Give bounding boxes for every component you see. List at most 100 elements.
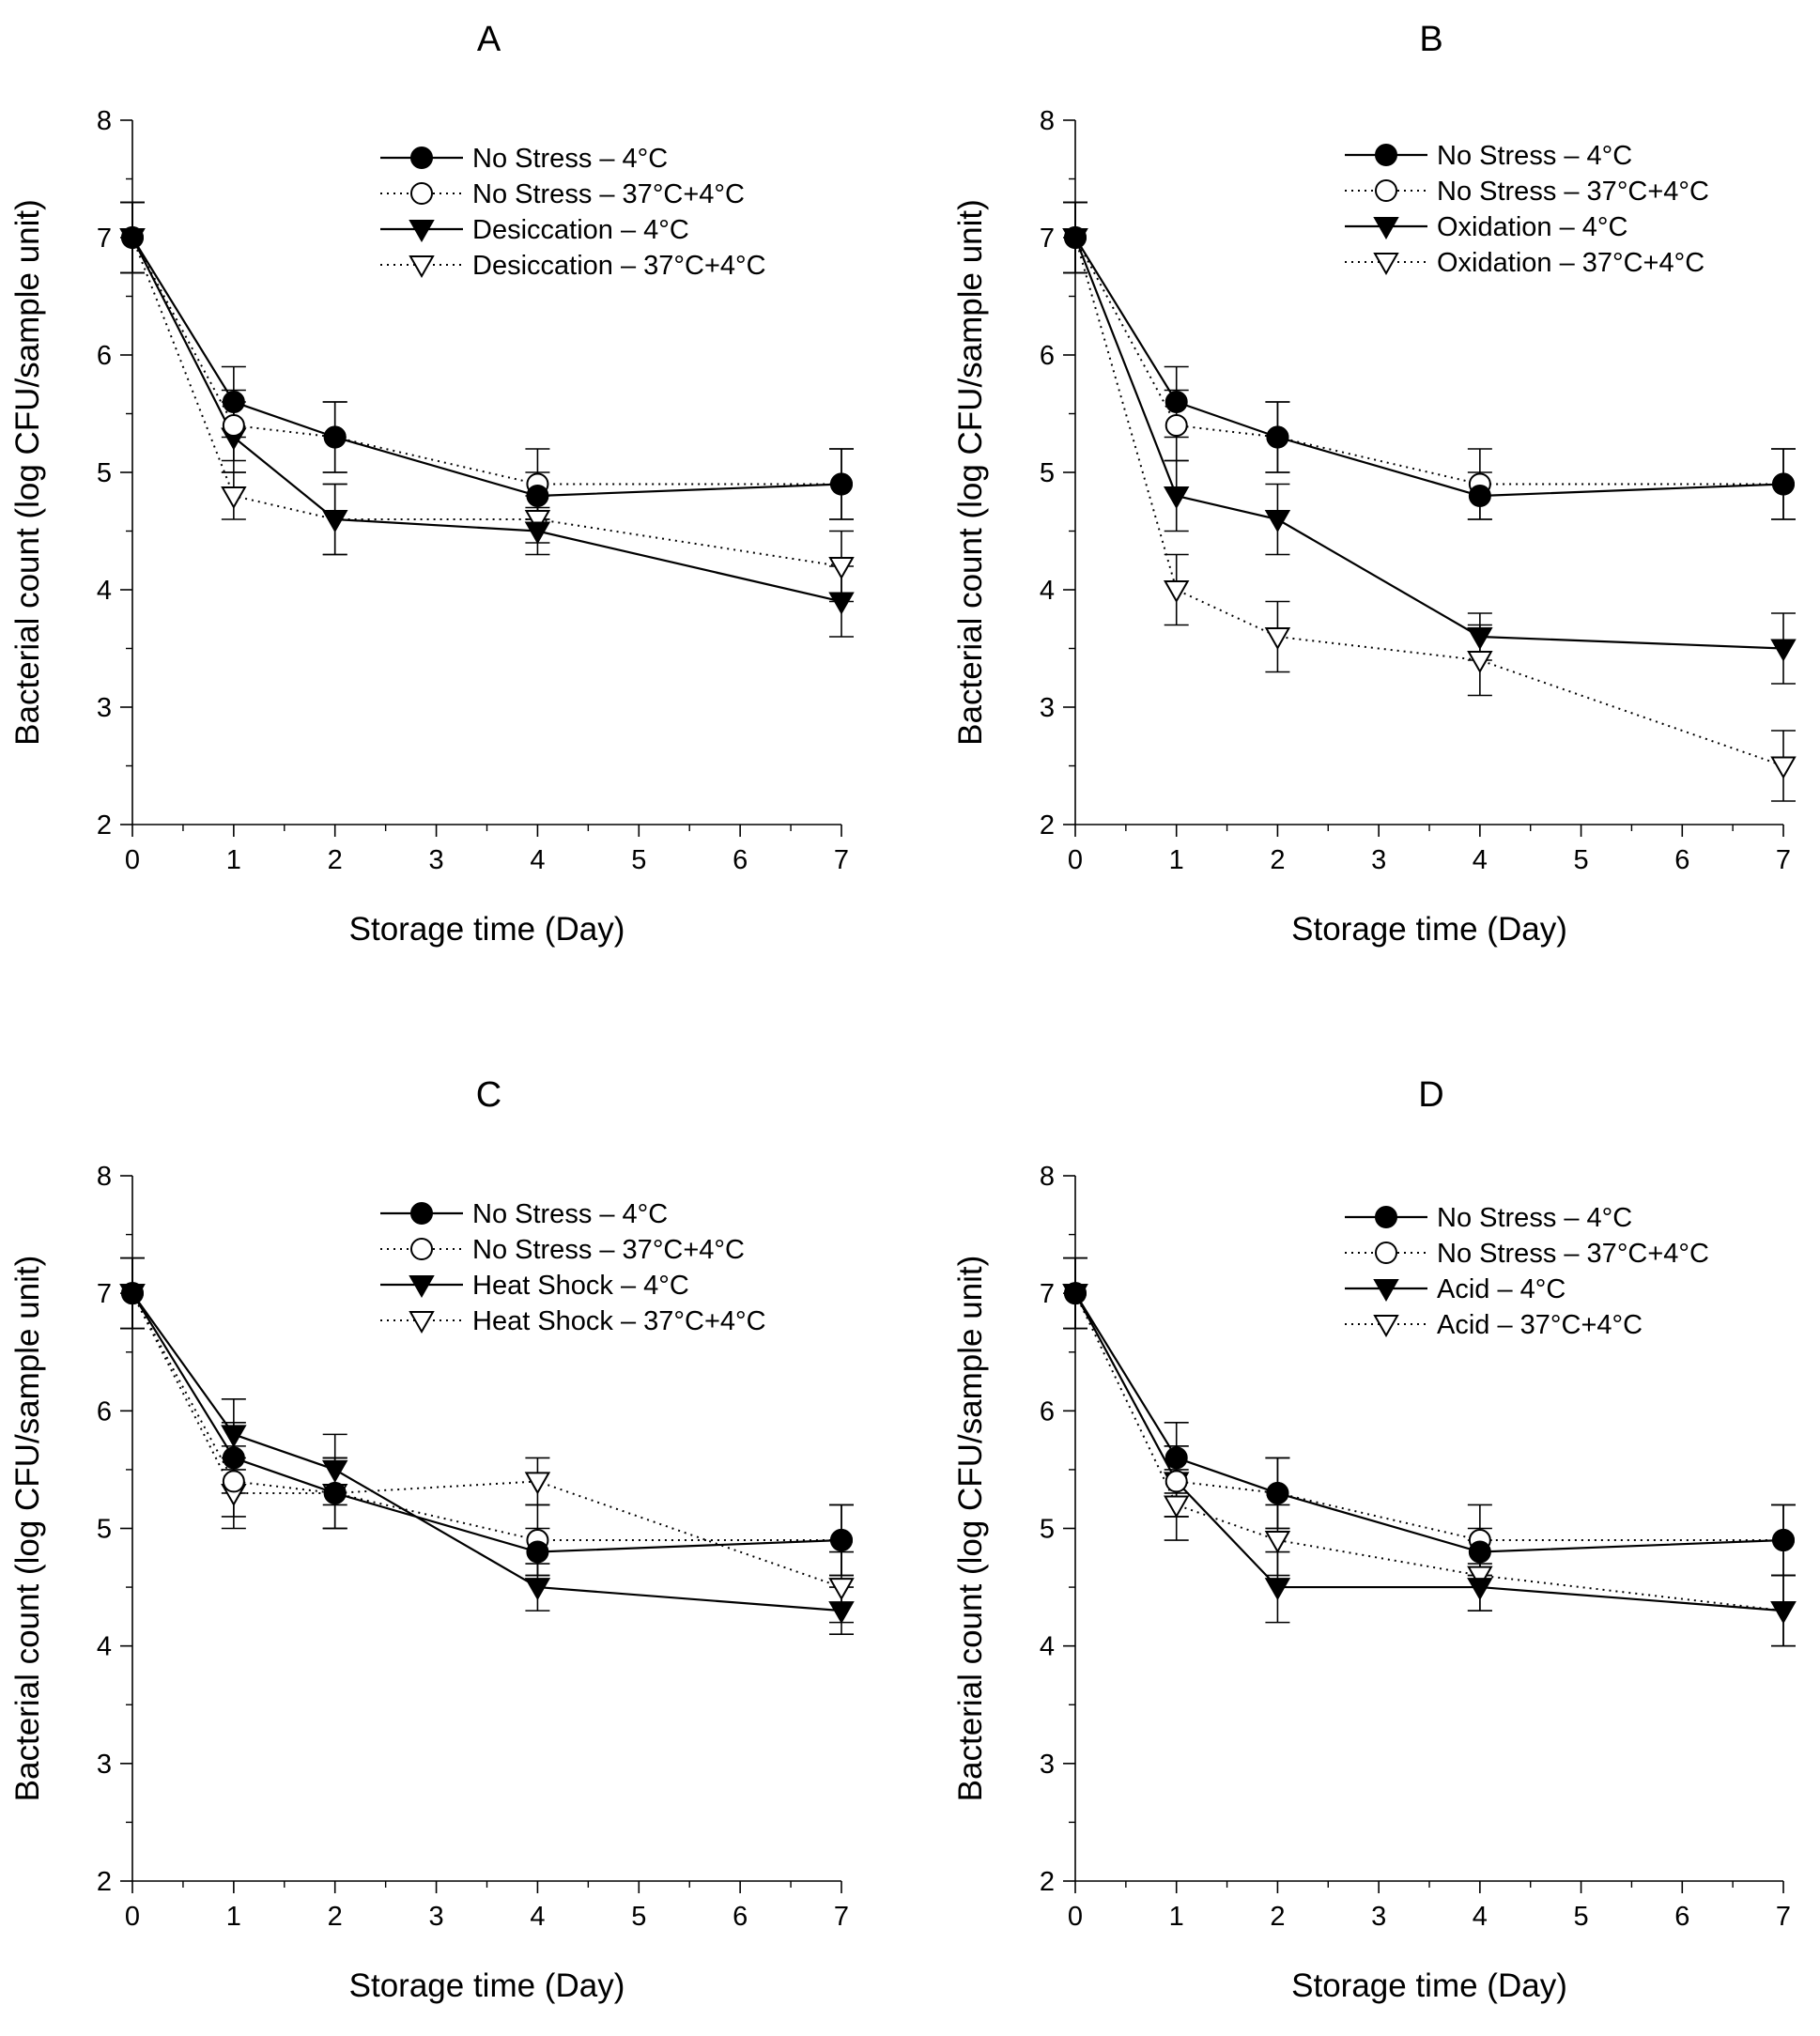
legend-label: Heat Shock – 37°C+4°C xyxy=(472,1306,766,1336)
legend-marker xyxy=(1375,1242,1397,1264)
y-tick-label: 7 xyxy=(97,224,112,254)
data-point xyxy=(1163,580,1190,604)
legend: No Stress – 4°C No Stress – 37°C+4°C Oxida… xyxy=(1345,141,1709,278)
legend-marker xyxy=(1373,217,1399,240)
data-point xyxy=(121,226,144,249)
legend-marker xyxy=(410,147,433,169)
data-point xyxy=(1467,1578,1493,1601)
series-line-1 xyxy=(131,237,841,486)
y-tick-label: 2 xyxy=(1040,810,1055,841)
legend: No Stress – 4°C No Stress – 37°C+4°C Acid … xyxy=(1345,1203,1709,1340)
data-point xyxy=(526,485,549,507)
y-tick-label: 2 xyxy=(97,810,112,841)
chart-panel-d: D 0 1 2 3 4 5 6 7 2 3 4 5 6 7 8 Storage time (Day) Bacter… xyxy=(952,1075,1797,2004)
panel-title: B xyxy=(1419,20,1442,59)
y-tick-label: 4 xyxy=(1040,576,1055,606)
legend-marker xyxy=(1375,179,1397,202)
data-point xyxy=(1770,639,1797,662)
data-point xyxy=(828,1578,855,1601)
legend-marker xyxy=(409,220,435,243)
data-point xyxy=(1064,1282,1087,1305)
data-point xyxy=(323,425,347,449)
data-point xyxy=(222,414,245,437)
x-tick-label: 4 xyxy=(1473,845,1488,875)
panel-title: C xyxy=(476,1075,501,1115)
y-tick-label: 6 xyxy=(1040,341,1055,371)
series-line-3 xyxy=(131,1292,842,1589)
data-point xyxy=(1163,486,1190,510)
legend-marker xyxy=(1373,1315,1399,1338)
legend-label: Desiccation – 37°C+4°C xyxy=(472,251,766,281)
y-tick-label: 5 xyxy=(97,1515,112,1545)
x-tick-label: 1 xyxy=(1169,845,1184,875)
x-axis-label: Storage time (Day) xyxy=(349,1967,625,2004)
x-tick-label: 7 xyxy=(1776,1902,1791,1932)
x-tick-label: 3 xyxy=(429,845,444,875)
x-tick-label: 2 xyxy=(328,845,343,875)
y-tick-label: 6 xyxy=(97,341,112,371)
legend-label: Oxidation – 37°C+4°C xyxy=(1437,248,1704,278)
legend-label: No Stress – 37°C+4°C xyxy=(1437,177,1709,207)
y-tick-label: 8 xyxy=(1040,106,1055,136)
legend-label: No Stress – 37°C+4°C xyxy=(472,1235,745,1265)
y-tick-label: 4 xyxy=(97,1632,112,1662)
legend-marker xyxy=(409,255,435,279)
y-axis-label: Bacterial count (log CFU/sample unit) xyxy=(952,199,989,746)
legend-label: Acid – 37°C+4°C xyxy=(1437,1310,1643,1340)
legend-label: Acid – 4°C xyxy=(1437,1274,1566,1304)
y-tick-label: 3 xyxy=(1040,1750,1055,1780)
data-point xyxy=(222,1446,245,1470)
x-tick-label: 2 xyxy=(328,1902,343,1932)
data-point xyxy=(524,510,551,533)
y-tick-label: 5 xyxy=(97,458,112,488)
x-axis-label: Storage time (Day) xyxy=(1291,911,1567,948)
data-point xyxy=(1164,1446,1188,1470)
y-tick-label: 8 xyxy=(97,106,112,136)
legend-label: Oxidation – 4°C xyxy=(1437,212,1627,242)
data-point xyxy=(1264,1578,1291,1601)
x-tick-label: 2 xyxy=(1270,845,1285,875)
y-tick-label: 8 xyxy=(1040,1162,1055,1192)
x-tick-label: 4 xyxy=(530,845,545,875)
legend: No Stress – 4°C No Stress – 37°C+4°C Desic… xyxy=(380,144,766,281)
legend-label: No Stress – 37°C+4°C xyxy=(1437,1239,1709,1269)
y-tick-label: 6 xyxy=(1040,1396,1055,1427)
data-point xyxy=(1468,485,1491,507)
y-tick-label: 3 xyxy=(97,1750,112,1780)
data-point xyxy=(828,1601,855,1625)
x-tick-label: 6 xyxy=(1674,1902,1689,1932)
data-point xyxy=(321,1459,348,1483)
data-point xyxy=(1266,425,1289,449)
y-tick-label: 6 xyxy=(97,1396,112,1427)
data-point xyxy=(1163,1495,1190,1519)
data-point xyxy=(524,1578,551,1601)
legend-label: No Stress – 37°C+4°C xyxy=(472,179,745,209)
legend-marker xyxy=(410,1238,433,1260)
legend-label: No Stress – 4°C xyxy=(472,1199,668,1229)
data-point xyxy=(1468,1540,1491,1564)
x-tick-label: 5 xyxy=(631,845,646,875)
x-tick-label: 6 xyxy=(733,1902,748,1932)
data-point xyxy=(221,1425,247,1448)
x-tick-label: 7 xyxy=(834,1902,849,1932)
legend-marker xyxy=(1375,144,1397,166)
data-point xyxy=(121,1282,144,1305)
data-point xyxy=(1467,1566,1493,1589)
data-point xyxy=(1467,651,1493,674)
y-tick-label: 7 xyxy=(1040,224,1055,254)
x-tick-label: 5 xyxy=(1574,1902,1589,1932)
data-point xyxy=(1770,756,1797,779)
legend-marker xyxy=(410,1202,433,1225)
legend-label: No Stress – 4°C xyxy=(472,144,668,174)
y-tick-label: 4 xyxy=(97,576,112,606)
x-axis-label: Storage time (Day) xyxy=(1291,1967,1567,2004)
x-tick-label: 1 xyxy=(226,1902,241,1932)
x-tick-label: 4 xyxy=(530,1902,545,1932)
data-point xyxy=(1772,472,1795,496)
legend-label: No Stress – 4°C xyxy=(1437,141,1632,171)
y-tick-label: 4 xyxy=(1040,1632,1055,1662)
data-point xyxy=(1164,1470,1188,1493)
x-tick-label: 4 xyxy=(1473,1902,1488,1932)
x-tick-label: 3 xyxy=(429,1902,444,1932)
